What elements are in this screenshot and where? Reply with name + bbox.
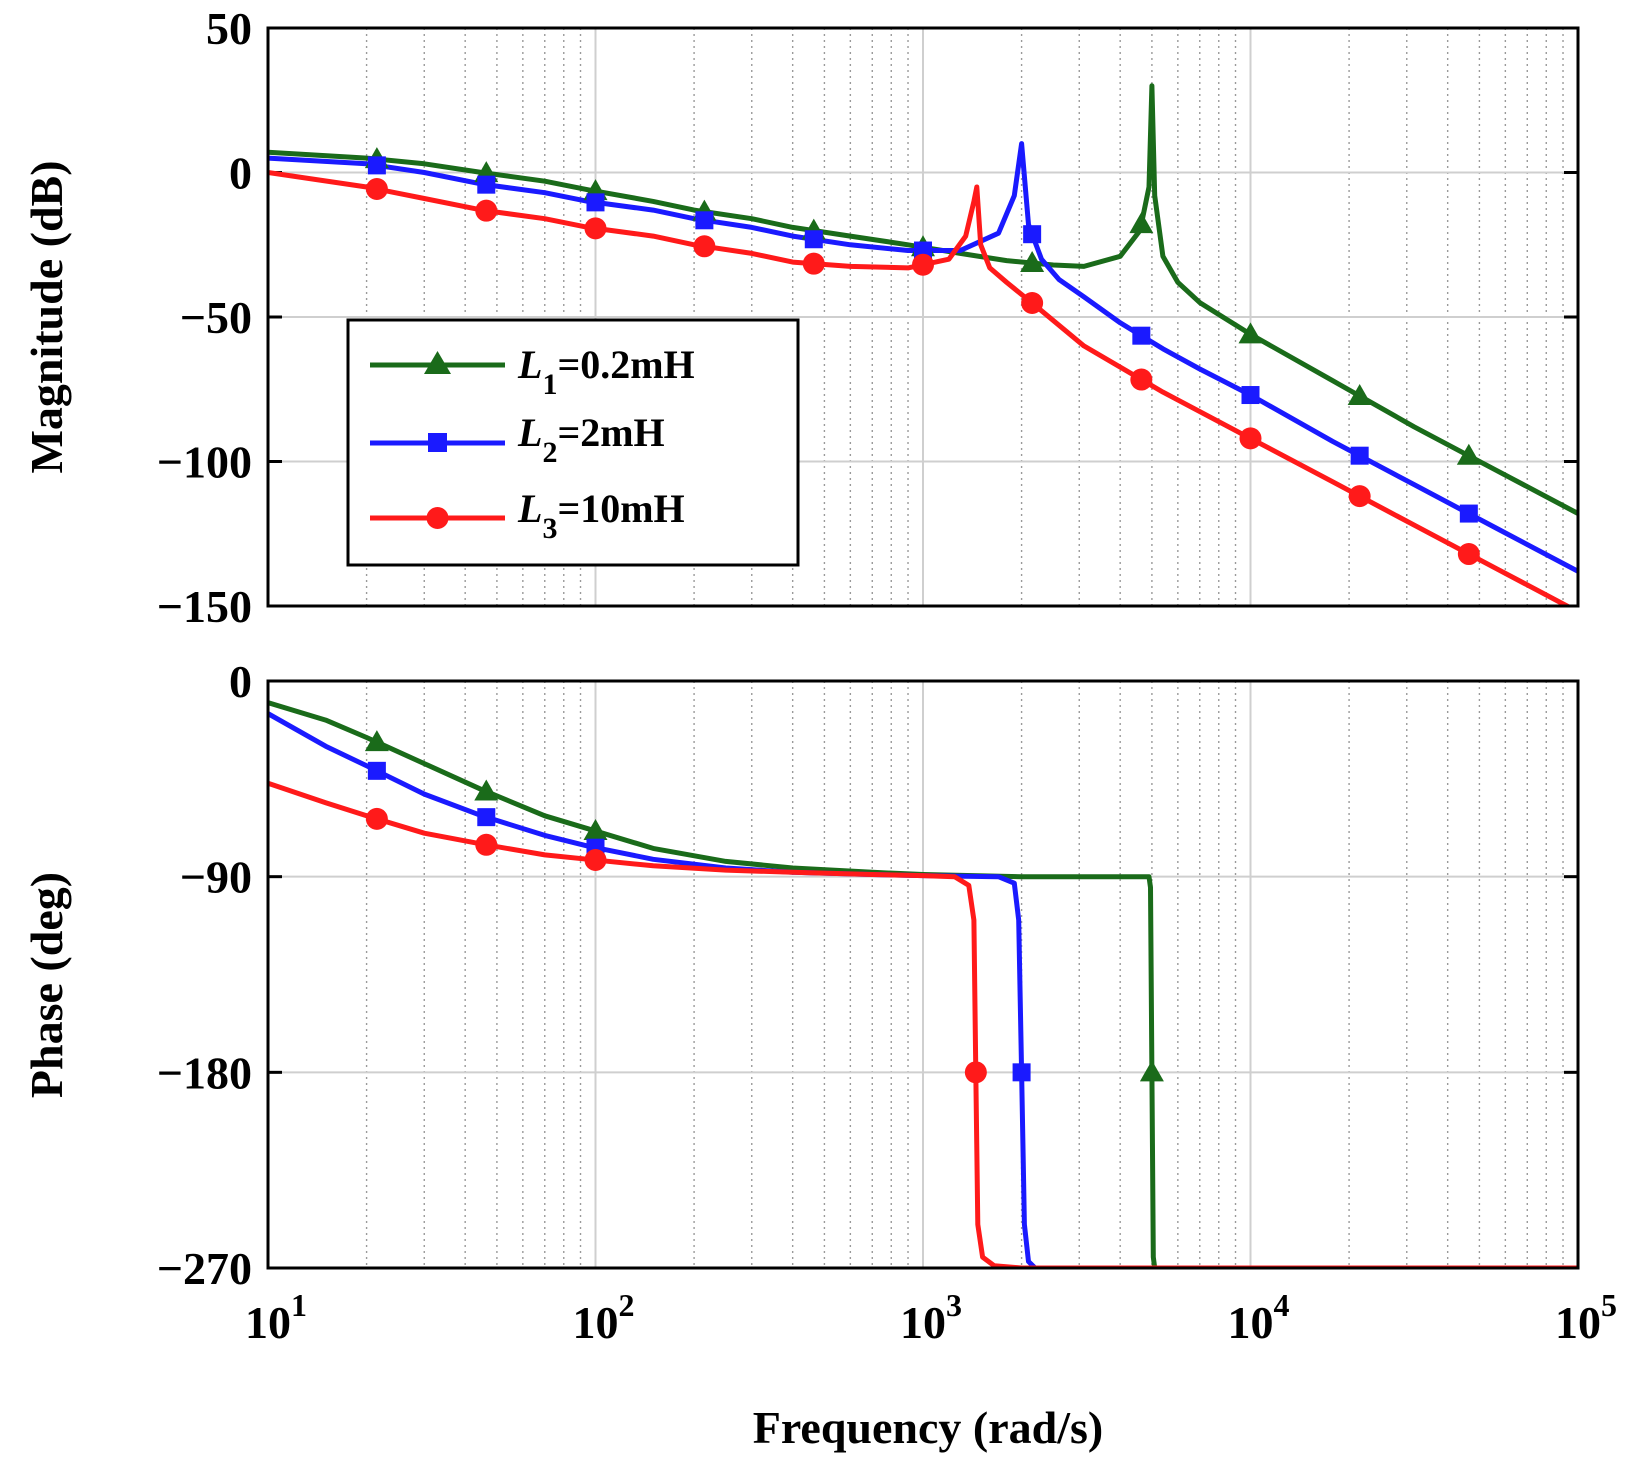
x-axis-title: Frequency (rad/s) (753, 1402, 1104, 1453)
mag-y-tick-label: −150 (157, 581, 252, 632)
phase-grid (268, 679, 1578, 1270)
legend-marker-triangle (424, 351, 451, 374)
phase-series-circle-marker (365, 807, 388, 830)
mag-y-tick-label: −50 (180, 292, 252, 343)
phase-series-circle-marker (964, 1061, 987, 1084)
mag-series-triangle-marker (1020, 251, 1045, 273)
x-tick-label: 105 (1555, 1287, 1617, 1348)
magnitude-frame (266, 26, 1580, 608)
phase-panel: 0 −90 −180 −270 101 102 103 104 105 (157, 656, 1617, 1348)
phase-series-square-marker (477, 808, 496, 827)
phase-series-triangle-marker (583, 819, 608, 841)
x-tick-labels: 101 102 103 104 105 (245, 1287, 1617, 1348)
phase-y-tick-labels: 0 −90 −180 −270 (157, 656, 252, 1294)
mag-series-square-line (268, 141, 1578, 574)
phase-series-circle-marker (475, 833, 498, 856)
mag-series-circle-marker (912, 253, 934, 276)
phase-frame (266, 679, 1580, 1270)
phase-series-circle-line (268, 780, 1578, 1268)
magnitude-axis-title: Magnitude (dB) (21, 160, 72, 473)
legend-label-l3: L3=10mH (517, 486, 685, 545)
magnitude-curves (268, 83, 1578, 606)
x-tick-label: 104 (1228, 1287, 1290, 1348)
phase-series-circle-marker (584, 849, 607, 872)
mag-series-square-marker (477, 175, 496, 194)
mag-series-square-marker (804, 230, 823, 249)
mag-series-square-marker (1132, 326, 1151, 345)
phase-y-tick-label: −90 (180, 852, 252, 903)
legend-marker-square (428, 433, 447, 452)
mag-series-triangle-marker (1238, 322, 1263, 344)
phase-series-triangle-marker (364, 730, 389, 752)
mag-y-tick-label: 0 (229, 148, 252, 199)
mag-series-square-marker (1350, 446, 1369, 465)
phase-series-triangle-marker (1139, 1060, 1164, 1082)
phase-series-square-marker (1012, 1063, 1031, 1082)
phase-markers (364, 730, 1164, 1084)
mag-series-circle-marker (802, 252, 825, 275)
phase-axis-title: Phase (deg) (21, 872, 72, 1098)
legend-entry-l1: L1=0.2mH (370, 342, 695, 401)
mag-series-triangle-marker (1347, 383, 1372, 405)
mag-series-circle-marker (584, 217, 607, 240)
legend-label-l1: L1=0.2mH (517, 342, 695, 401)
legend-entry-l2: L2=2mH (370, 410, 665, 469)
mag-series-triangle-marker (1129, 212, 1154, 234)
phase-series-square-marker (367, 761, 386, 780)
legend: L1=0.2mH L2=2mH L3=10mH (346, 318, 800, 567)
x-tick-label: 102 (573, 1287, 635, 1348)
mag-y-tick-label: −100 (157, 437, 252, 488)
mag-series-square-marker (1241, 386, 1260, 405)
mag-series-circle-marker (365, 178, 388, 201)
mag-series-circle-marker (1348, 485, 1371, 508)
mag-series-square-marker (1459, 504, 1478, 523)
mag-series-triangle-marker (1456, 443, 1481, 465)
magnitude-y-tick-labels: 50 0 −50 −100 −150 (157, 3, 252, 632)
phase-y-tick-label: −180 (157, 1047, 252, 1098)
x-tick-label: 101 (245, 1287, 307, 1348)
mag-series-circle-marker (1457, 543, 1480, 566)
phase-y-tick-label: −270 (157, 1243, 252, 1294)
mag-series-circle-marker (1239, 427, 1262, 450)
magnitude-markers (364, 147, 1481, 566)
mag-series-circle-line (268, 170, 1573, 606)
legend-marker-circle (426, 507, 449, 529)
mag-series-circle-marker (475, 199, 498, 222)
mag-series-triangle-line (268, 83, 1578, 516)
legend-label-l2: L2=2mH (517, 410, 665, 469)
legend-entry-l3: L3=10mH (370, 486, 685, 545)
mag-series-square-marker (367, 156, 386, 175)
mag-series-square-marker (1023, 225, 1042, 244)
phase-series-triangle-marker (474, 779, 499, 801)
phase-y-tick-label: 0 (229, 656, 252, 707)
mag-series-circle-marker (693, 235, 716, 258)
mag-series-square-marker (695, 211, 714, 230)
magnitude-panel: 50 0 −50 −100 −150 L1=0.2mH L2=2mH L3=10mH (157, 3, 1580, 632)
mag-series-square-marker (586, 193, 605, 212)
x-tick-label: 103 (900, 1287, 962, 1348)
mag-y-tick-label: 50 (206, 3, 252, 54)
mag-series-circle-marker (1130, 368, 1153, 391)
mag-series-circle-marker (1021, 292, 1044, 315)
